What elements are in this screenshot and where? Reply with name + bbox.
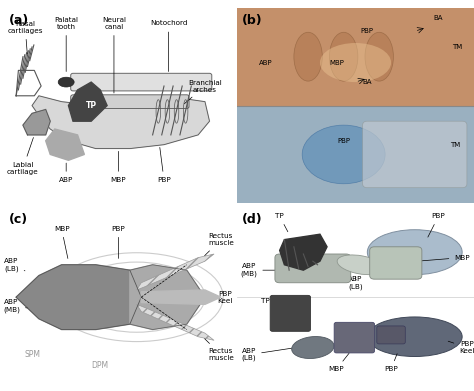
Bar [237,8,474,106]
Text: Palatal
tooth: Palatal tooth [54,17,78,72]
Text: Rectus
muscle: Rectus muscle [205,339,234,361]
Text: Branchial
arches: Branchial arches [184,79,222,104]
Text: TM: TM [450,142,460,148]
Text: ABP
(LB): ABP (LB) [242,348,293,361]
Ellipse shape [294,32,322,81]
Text: (b): (b) [242,14,263,27]
FancyBboxPatch shape [71,73,212,91]
Polygon shape [32,96,210,149]
Ellipse shape [329,32,358,81]
Text: MBP: MBP [329,353,349,372]
Text: MBP: MBP [329,59,344,66]
Text: PBP: PBP [157,147,171,183]
Text: PBP: PBP [337,138,350,144]
Ellipse shape [337,255,383,274]
Text: DPM: DPM [92,361,109,370]
Polygon shape [141,290,221,304]
FancyBboxPatch shape [370,247,422,279]
Text: PBP: PBP [384,354,398,372]
FancyBboxPatch shape [363,121,467,188]
Polygon shape [46,129,84,160]
Text: TM: TM [452,44,463,50]
Polygon shape [137,254,214,290]
Text: Nasal
cartilages: Nasal cartilages [8,21,43,54]
Text: PBP: PBP [361,28,374,34]
Polygon shape [68,82,107,121]
Text: TP: TP [275,213,288,232]
FancyBboxPatch shape [275,254,351,283]
Text: (c): (c) [9,213,28,226]
Text: BA: BA [363,79,372,85]
Text: MBP: MBP [111,151,126,183]
Text: PBP
Keel: PBP Keel [448,341,474,354]
Text: PBP: PBP [111,226,126,258]
Text: Labial
cartilage: Labial cartilage [7,138,39,175]
Bar [237,106,474,203]
Text: Neural
canal: Neural canal [102,17,126,93]
FancyBboxPatch shape [334,322,374,353]
Ellipse shape [302,125,385,184]
Ellipse shape [367,230,462,274]
Ellipse shape [292,337,334,359]
Polygon shape [130,265,205,330]
Ellipse shape [58,77,74,87]
Text: PBP: PBP [428,213,446,237]
Text: ABP
(MB): ABP (MB) [3,300,27,313]
Polygon shape [16,265,141,330]
Text: TP: TP [261,298,283,317]
Polygon shape [280,234,327,270]
FancyBboxPatch shape [377,326,405,344]
Text: (a): (a) [9,14,29,27]
Ellipse shape [365,32,393,81]
Ellipse shape [367,317,462,357]
Text: MBP: MBP [54,226,69,258]
Text: (d): (d) [242,213,263,226]
Ellipse shape [320,43,391,82]
Text: ABP
(LB): ABP (LB) [4,258,25,271]
Text: ABP: ABP [259,59,272,66]
Text: TP: TP [86,101,97,110]
Text: PBP
Keel: PBP Keel [214,291,233,304]
Text: Rectus
muscle: Rectus muscle [205,233,234,256]
Text: ABP: ABP [59,163,73,183]
Text: ABP
(LB): ABP (LB) [348,276,363,289]
Text: ABP
(MB): ABP (MB) [240,264,286,277]
Polygon shape [23,109,50,135]
Text: MBP: MBP [420,255,470,261]
FancyBboxPatch shape [71,95,189,108]
Polygon shape [137,304,214,340]
Text: SPM: SPM [24,350,40,359]
FancyBboxPatch shape [270,295,310,331]
Text: BA: BA [434,14,443,21]
Text: Notochord: Notochord [150,20,187,72]
